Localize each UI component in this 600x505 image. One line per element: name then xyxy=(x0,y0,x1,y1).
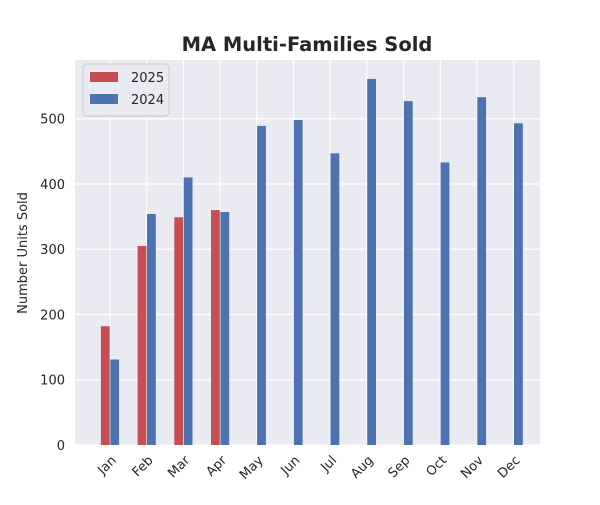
y-tick-label: 500 xyxy=(40,113,65,128)
bar-2024-may xyxy=(257,125,266,446)
chart-title: MA Multi-Families Sold xyxy=(182,33,433,56)
x-tick-label: Jan xyxy=(94,453,119,478)
bar-2024-oct xyxy=(440,162,450,445)
legend-swatch-2025 xyxy=(90,72,118,82)
x-tick-label: Aug xyxy=(348,453,377,482)
bar-2024-jun xyxy=(293,120,303,445)
x-tick-label: May xyxy=(237,453,267,483)
bar-2024-apr xyxy=(220,212,230,445)
x-tick-label: Nov xyxy=(458,453,487,482)
x-axis-ticks: Jan Feb Mar Apr May Jun Jul Aug Sep Oct Nov Dec xyxy=(94,453,523,483)
y-axis-label: Number Units Sold xyxy=(16,192,31,314)
bar-2025-mar xyxy=(174,217,184,445)
legend-swatch-2024 xyxy=(90,94,118,104)
x-tick-label: Mar xyxy=(165,453,193,481)
x-tick-label: Oct xyxy=(424,453,451,480)
bar-2024-dec xyxy=(514,123,523,446)
x-tick-label: Jun xyxy=(278,453,304,479)
bar-2024-sep xyxy=(403,101,413,445)
y-tick-label: 400 xyxy=(40,178,65,193)
bar-2024-feb xyxy=(147,214,156,445)
y-tick-label: 100 xyxy=(40,374,65,389)
x-tick-label: Dec xyxy=(495,453,523,481)
bars xyxy=(100,78,523,446)
bar-2025-jan xyxy=(100,326,110,445)
x-tick-label: Jul xyxy=(318,453,340,475)
legend-label-2025: 2025 xyxy=(131,71,164,86)
x-tick-label: Apr xyxy=(203,453,230,480)
bar-2024-jan xyxy=(110,359,120,445)
bar-2024-mar xyxy=(183,177,193,445)
x-tick-label: Feb xyxy=(130,453,157,480)
bar-2024-aug xyxy=(367,78,376,445)
bar-2025-apr xyxy=(211,210,220,445)
legend: 2025 2024 xyxy=(82,63,170,117)
bar-2024-jul xyxy=(330,153,340,446)
bar-2024-nov xyxy=(477,97,487,445)
y-tick-label: 0 xyxy=(57,439,65,454)
bar-2025-feb xyxy=(137,245,147,445)
y-tick-label: 300 xyxy=(40,243,65,258)
legend-label-2024: 2024 xyxy=(131,93,164,108)
y-axis-ticks: 0 100 200 300 400 500 xyxy=(40,113,65,454)
x-tick-label: Sep xyxy=(385,453,413,481)
y-tick-label: 200 xyxy=(40,308,65,323)
